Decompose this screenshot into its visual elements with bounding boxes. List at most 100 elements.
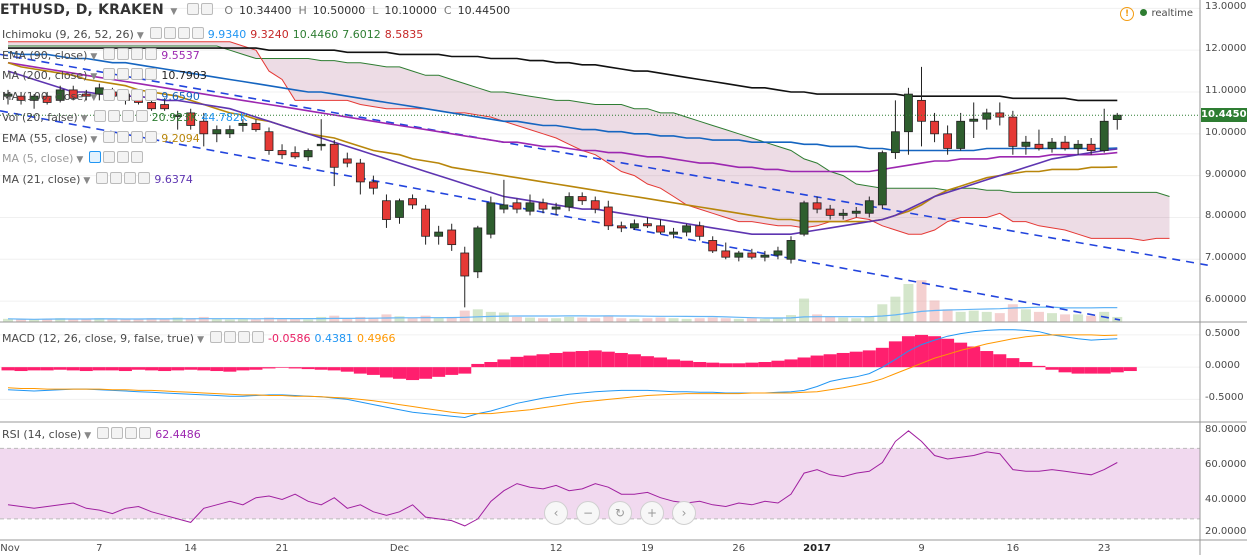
rsi-legend[interactable]: RSI (14, close) ▼ 62.4486 [2,427,201,443]
macd-histogram-bar [445,367,459,375]
volume-bar [681,318,692,322]
chevron-down-icon[interactable]: ▼ [84,431,92,441]
close-icon[interactable] [191,27,204,39]
settings-icon[interactable] [103,151,116,164]
chevron-down-icon[interactable]: ▼ [170,7,178,17]
settings-icon[interactable] [117,130,130,143]
symbol-title[interactable]: ETHUSD, D, KRAKEN [0,2,164,18]
settings-icon[interactable] [186,3,199,15]
indicator-legend-row[interactable]: MA (21, close) ▼ 9.6374 [2,171,193,188]
indicator-label[interactable]: Ichimoku (9, 26, 52, 26) [2,28,134,41]
candle [199,112,209,147]
candle [460,246,470,308]
candle [473,225,483,279]
chevron-down-icon[interactable]: ▼ [197,335,205,345]
indicator-label[interactable]: MACD (12, 26, close, 9, false, true) [2,332,195,345]
macd-legend[interactable]: MACD (12, 26, close, 9, false, true) ▼ -0.… [2,331,395,347]
indicator-legend-row[interactable]: EMA (55, close) ▼ 9.2094 [2,130,200,147]
chevron-right-icon[interactable]: › [672,501,696,525]
zoom-in-icon[interactable]: + [640,501,664,525]
close-icon[interactable] [145,68,158,81]
close-icon[interactable] [135,109,148,122]
candle [708,236,718,253]
settings-icon[interactable] [117,68,130,81]
close-icon[interactable] [145,130,158,143]
indicator-label[interactable]: MA (21, close) [2,172,81,186]
visibility-icon[interactable] [89,151,102,164]
settings-icon[interactable] [107,109,120,122]
candle-body [264,131,274,151]
settings-icon[interactable] [131,68,144,81]
close-icon[interactable] [139,427,152,439]
indicator-legend-row[interactable]: MA (200, close) ▼ 10.7903 [2,68,207,84]
indicator-legend-row[interactable]: Ichimoku (9, 26, 52, 26) ▼ 9.9340 9.3240 10.… [2,27,423,43]
chevron-down-icon[interactable]: ▼ [90,51,98,62]
close-icon[interactable] [131,151,144,164]
settings-icon[interactable] [124,171,137,184]
indicator-label[interactable]: RSI (14, close) [2,428,82,441]
visibility-icon[interactable] [96,171,109,184]
chevron-down-icon[interactable]: ▼ [90,134,98,145]
chevron-down-icon[interactable]: ▼ [76,155,84,166]
settings-icon[interactable] [163,27,176,39]
indicator-label[interactable]: EMA (55, close) [2,131,88,145]
settings-icon[interactable] [111,427,124,439]
candle [799,200,809,237]
settings-icon[interactable] [224,331,237,343]
candle-body [551,206,561,210]
close-icon[interactable] [252,331,265,343]
visibility-icon[interactable] [103,89,116,102]
settings-icon[interactable] [177,27,190,39]
indicator-legend-row[interactable]: MA (5, close) ▼ [2,151,147,167]
visibility-icon[interactable] [210,331,223,343]
indicator-label[interactable]: MA (100, close) [2,90,88,104]
macd-histogram-bar [993,354,1007,368]
visibility-icon[interactable] [93,109,106,122]
macd-tick-label: -0.5000 [1205,392,1244,404]
indicator-label[interactable]: Vol (20, false) [2,110,78,124]
alert-circle-icon[interactable]: ! [1120,7,1134,21]
settings-icon[interactable] [238,331,251,343]
visibility-icon[interactable] [149,27,162,39]
chevron-left-icon[interactable]: ‹ [544,501,568,525]
chevron-down-icon[interactable]: ▼ [80,113,88,124]
visibility-icon[interactable] [103,47,116,60]
close-icon[interactable] [138,171,151,184]
chevron-down-icon[interactable]: ▼ [136,31,144,41]
settings-icon[interactable] [117,47,130,60]
settings-icon[interactable] [131,130,144,143]
visibility-icon[interactable] [103,130,116,143]
settings-icon[interactable] [131,47,144,60]
indicator-value: 44.782K [201,110,248,124]
volume-bar [525,317,535,322]
visibility-icon[interactable] [103,68,116,81]
indicator-label[interactable]: MA (200, close) [2,69,88,83]
settings-icon[interactable] [121,109,134,122]
settings-icon[interactable] [131,89,144,102]
candle [904,87,913,155]
visibility-icon[interactable] [97,427,110,439]
time-tick-label: 2017 [803,543,832,554]
settings-icon[interactable] [125,427,138,439]
close-icon[interactable] [145,89,158,102]
close-icon[interactable] [145,47,158,60]
indicator-legend-row[interactable]: EMA (90, close) ▼ 9.5537 [2,47,200,64]
settings-icon[interactable] [117,89,130,102]
settings-icon[interactable] [200,3,213,15]
macd-histogram-bar [1110,367,1124,373]
settings-icon[interactable] [117,151,130,164]
settings-icon[interactable] [110,171,123,184]
indicator-label[interactable]: MA (5, close) [2,152,74,166]
indicator-legend-row[interactable]: MA (100, close) ▼ 9.6590 [2,89,200,105]
chevron-down-icon[interactable]: ▼ [90,93,98,104]
indicator-legend-row[interactable]: Vol (20, false) ▼ 20.923K 44.782K [2,109,248,126]
volume-bar [759,318,770,322]
zoom-out-icon[interactable]: − [576,501,600,525]
candle [316,119,326,151]
chevron-down-icon[interactable]: ▼ [83,175,91,186]
candle [656,219,665,235]
reset-icon[interactable]: ↻ [608,501,632,525]
chevron-down-icon[interactable]: ▼ [90,72,98,83]
indicator-label[interactable]: EMA (90, close) [2,48,88,62]
